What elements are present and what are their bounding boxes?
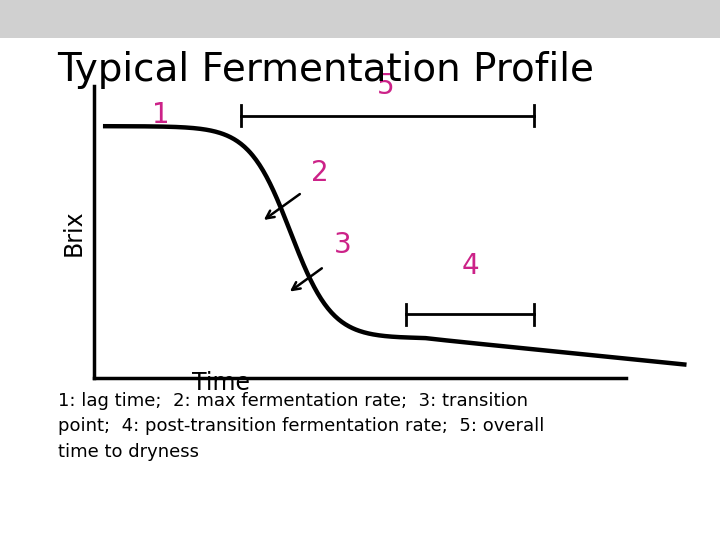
Text: Time: Time [192, 372, 250, 395]
Text: 3: 3 [334, 231, 351, 259]
Y-axis label: Brix: Brix [61, 209, 85, 255]
Text: 5: 5 [377, 72, 395, 100]
Text: 1: lag time;  2: max fermentation rate;  3: transition
point;  4: post-transitio: 1: lag time; 2: max fermentation rate; 3… [58, 392, 544, 461]
Text: 4: 4 [462, 252, 479, 280]
Text: 1: 1 [151, 101, 169, 129]
Text: 2: 2 [311, 159, 328, 187]
Text: Typical Fermentation Profile: Typical Fermentation Profile [58, 51, 595, 89]
